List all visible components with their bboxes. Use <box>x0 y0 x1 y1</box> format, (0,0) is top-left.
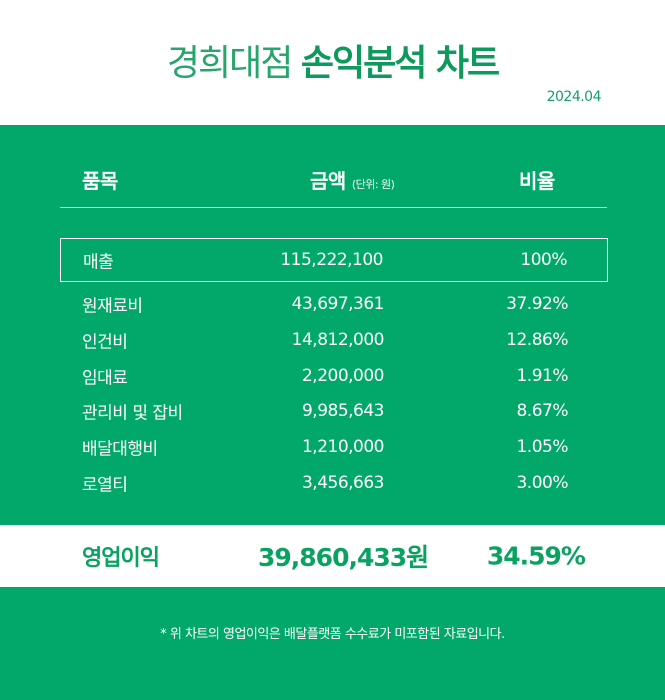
total-amount: 39,860,433원 <box>258 543 429 572</box>
header-amount-label: 금액 <box>310 169 346 193</box>
table-row: 로열티 3,456,663 3.00% <box>60 461 608 505</box>
row-amount: 14,812,000 <box>291 330 385 350</box>
row-amount: 2,200,000 <box>301 366 385 386</box>
header-item: 품목 <box>82 169 118 193</box>
row-name: 임대료 <box>82 368 128 389</box>
row-ratio: 1.91% <box>516 366 568 386</box>
row-amount: 43,697,361 <box>291 294 385 314</box>
total-row-operating-profit: 영업이익 39,860,433원 34.59% <box>0 525 665 587</box>
page-title: 경희대점 손익분석 차트 <box>0 34 665 86</box>
row-ratio: 12.86% <box>506 330 568 350</box>
row-ratio: 100% <box>520 250 567 270</box>
title-chart-name: 손익분석 차트 <box>300 43 500 84</box>
row-name: 매출 <box>83 252 114 273</box>
total-ratio: 34.59% <box>486 541 586 571</box>
row-amount: 115,222,100 <box>280 250 383 270</box>
header-amount-unit: (단위: 원) <box>351 178 395 191</box>
row-ratio: 8.67% <box>516 401 568 421</box>
row-ratio: 37.92% <box>506 294 568 314</box>
row-name: 배달대행비 <box>82 439 158 460</box>
title-store-name: 경희대점 <box>166 43 293 84</box>
row-ratio: 1.05% <box>516 437 568 457</box>
header-amount: 금액 (단위: 원) <box>310 165 395 194</box>
row-name: 관리비 및 잡비 <box>82 403 183 424</box>
table-row-revenue: 매출 115,222,100 100% <box>60 238 608 282</box>
row-name: 인건비 <box>82 332 128 353</box>
row-name: 원재료비 <box>82 296 143 317</box>
row-ratio: 3.00% <box>516 473 568 493</box>
header: 경희대점 손익분석 차트 2024.04 <box>0 0 665 125</box>
row-name: 로열티 <box>82 475 128 496</box>
footnote: * 위 차트의 영업이익은 배달플랫폼 수수료가 미포함된 자료입니다. <box>160 627 505 642</box>
row-amount: 3,456,663 <box>301 473 385 493</box>
report-date: 2024.04 <box>546 89 602 105</box>
table-row: 인건비 14,812,000 12.86% <box>60 318 608 362</box>
table-row: 관리비 및 잡비 9,985,643 8.67% <box>60 389 608 433</box>
row-amount: 9,985,643 <box>301 401 385 421</box>
table-row: 배달대행비 1,210,000 1.05% <box>60 425 608 469</box>
table-row: 원재료비 43,697,361 37.92% <box>60 282 608 326</box>
table-row: 임대료 2,200,000 1.91% <box>60 354 608 398</box>
profit-table-panel: 품목 금액 (단위: 원) 비율 매출 115,222,100 100% 원재료비… <box>0 125 665 700</box>
total-name: 영업이익 <box>82 546 160 571</box>
header-ratio: 비율 <box>519 169 555 193</box>
header-divider <box>60 207 607 208</box>
row-amount: 1,210,000 <box>301 437 385 457</box>
